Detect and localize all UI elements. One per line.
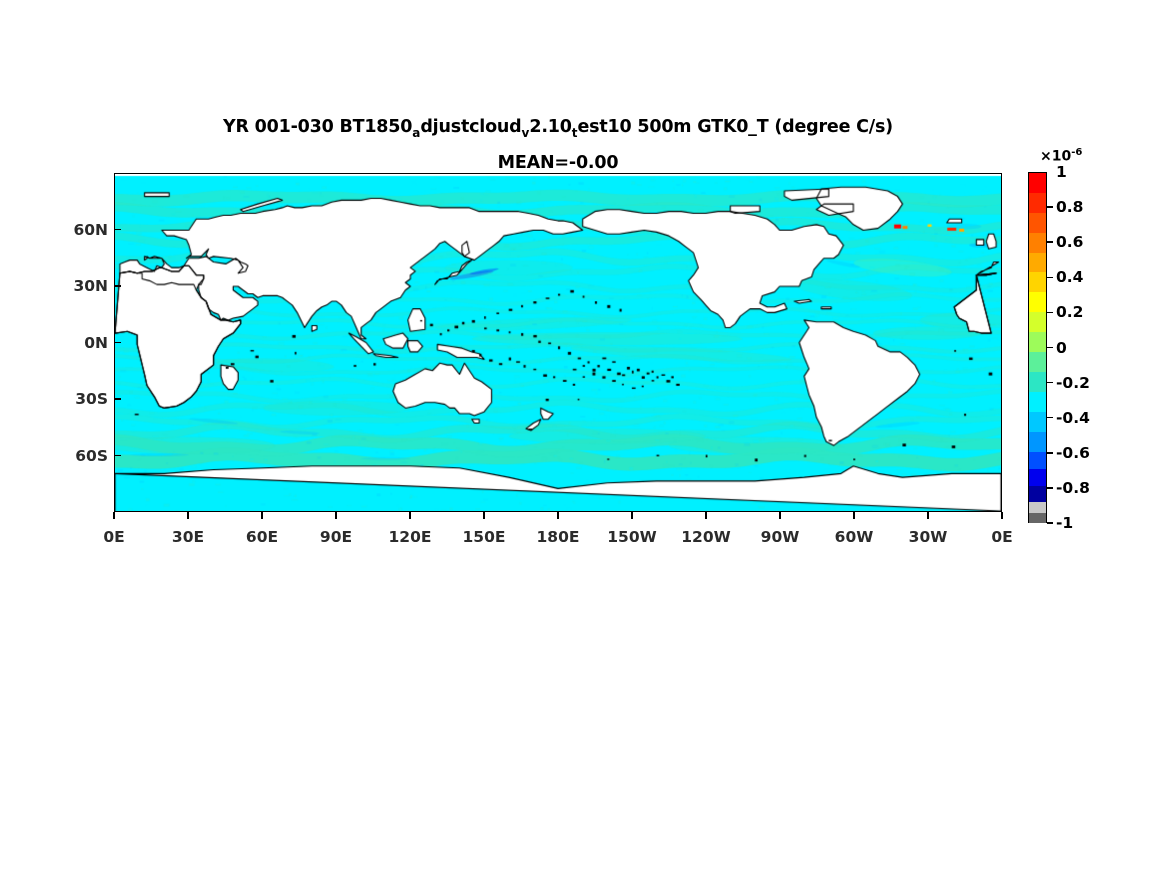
map-axes — [114, 173, 1002, 512]
colorbar — [1028, 172, 1047, 523]
x-tick-label: 90E — [319, 528, 353, 546]
x-tick-mark — [779, 512, 781, 519]
x-tick-mark — [705, 512, 707, 519]
x-tick-mark — [1001, 512, 1003, 519]
colorbar-tick-mark — [1047, 346, 1053, 349]
chart-title: YR 001-030 BT1850adjustcloudv2.10test10 … — [114, 112, 1002, 178]
x-tick-label: 180E — [536, 528, 580, 546]
colorbar-tick-mark — [1047, 522, 1053, 524]
colorbar-band — [1029, 512, 1046, 523]
colorbar-band — [1029, 173, 1046, 194]
x-tick-mark — [483, 512, 485, 519]
x-tick-label: 60E — [245, 528, 279, 546]
colorbar-exponent-label: ×10-6 — [1040, 147, 1082, 165]
x-tick-label: 0E — [103, 528, 125, 546]
colorbar-tick-mark — [1047, 241, 1053, 243]
x-tick-label: 30E — [171, 528, 205, 546]
colorbar-tick-label: -1 — [1056, 514, 1074, 532]
colorbar-band — [1029, 352, 1046, 373]
colorbar-tick-label: 0.2 — [1056, 303, 1084, 322]
colorbar-band — [1029, 391, 1046, 413]
y-tick-label: 0N — [84, 333, 108, 352]
colorbar-band — [1029, 451, 1046, 470]
colorbar-tick-mark — [1047, 276, 1053, 279]
x-tick-label: 120W — [681, 528, 731, 546]
chart-title-line1: YR 001-030 BT1850adjustcloudv2.10test10 … — [114, 112, 1002, 148]
y-tick-mark — [114, 285, 121, 287]
x-tick-mark — [187, 512, 189, 519]
x-tick-mark — [113, 512, 115, 519]
colorbar-tick-label: 1 — [1056, 163, 1067, 181]
y-tick-mark — [114, 398, 121, 400]
title-subscript-1: a — [412, 126, 421, 141]
title-subscript-3: v — [521, 126, 530, 141]
x-tick-mark — [261, 512, 263, 519]
colorbar-tick-label: -0.8 — [1056, 478, 1090, 497]
y-tick-label: 60N — [73, 220, 108, 239]
colorbar-band — [1029, 486, 1046, 503]
colorbar-tick-label: 0 — [1056, 338, 1067, 357]
colorbar-tick-mark — [1047, 206, 1053, 208]
colorbar-tick-mark — [1047, 311, 1053, 314]
colorbar-tick-label: 0.8 — [1056, 198, 1084, 217]
y-tick-label: 60S — [75, 446, 108, 465]
x-tick-label: 120E — [388, 528, 432, 546]
colorbar-tick-label: -0.6 — [1056, 443, 1090, 462]
colorbar-tick-label: -0.4 — [1056, 408, 1090, 427]
colorbar-band — [1029, 292, 1046, 314]
colorbar-band — [1029, 371, 1046, 393]
colorbar-band — [1029, 332, 1046, 353]
x-tick-mark — [335, 512, 337, 519]
y-tick-mark — [114, 454, 121, 457]
colorbar-tick-mark — [1047, 487, 1053, 489]
y-tick-label: 30S — [75, 390, 108, 408]
colorbar-tick-label: 0.6 — [1056, 233, 1084, 252]
colorbar-exponent-base: ×10 — [1040, 148, 1072, 165]
colorbar-band — [1029, 232, 1046, 254]
x-tick-label: 150E — [462, 528, 506, 546]
colorbar-band — [1029, 431, 1046, 453]
colorbar-band — [1029, 252, 1046, 274]
colorbar-band — [1029, 411, 1046, 433]
chart-subtitle: MEAN=-0.00 — [497, 153, 619, 174]
colorbar-tick-mark — [1047, 416, 1053, 419]
y-tick-label: 30N — [73, 277, 108, 295]
colorbar-band — [1029, 212, 1046, 234]
x-tick-label: 90W — [760, 528, 800, 546]
x-tick-mark — [409, 512, 411, 519]
colorbar-band — [1029, 272, 1046, 294]
colorbar-tick-label: -0.2 — [1056, 373, 1090, 392]
x-tick-label: 30W — [908, 528, 948, 546]
x-tick-mark — [557, 512, 559, 519]
x-tick-label: 0E — [991, 528, 1013, 546]
title-subscript-5: t — [571, 126, 578, 141]
y-tick-mark — [114, 341, 121, 344]
x-tick-mark — [853, 512, 855, 519]
colorbar-exponent-power: -6 — [1071, 147, 1083, 158]
colorbar-tick-label: 0.4 — [1056, 268, 1084, 287]
colorbar-tick-mark — [1047, 381, 1053, 384]
title-segment-0: YR 001-030 BT1850 — [223, 117, 413, 137]
x-tick-label: 150W — [607, 528, 657, 546]
colorbar-band — [1029, 312, 1046, 333]
x-tick-label: 60W — [834, 528, 874, 546]
colorbar-band — [1029, 502, 1046, 514]
x-tick-mark — [927, 512, 929, 519]
x-tick-mark — [631, 512, 633, 519]
global-ocean-heatmap — [115, 174, 1001, 511]
colorbar-band — [1029, 192, 1046, 214]
colorbar-tick-mark — [1047, 452, 1053, 454]
title-segment-6: est10 500m GTK0_T (degree C/s) — [577, 117, 893, 137]
title-segment-4: 2.10 — [529, 117, 572, 137]
colorbar-band — [1029, 468, 1046, 488]
y-tick-mark — [114, 228, 121, 231]
title-segment-2: djustcloud — [420, 117, 522, 137]
